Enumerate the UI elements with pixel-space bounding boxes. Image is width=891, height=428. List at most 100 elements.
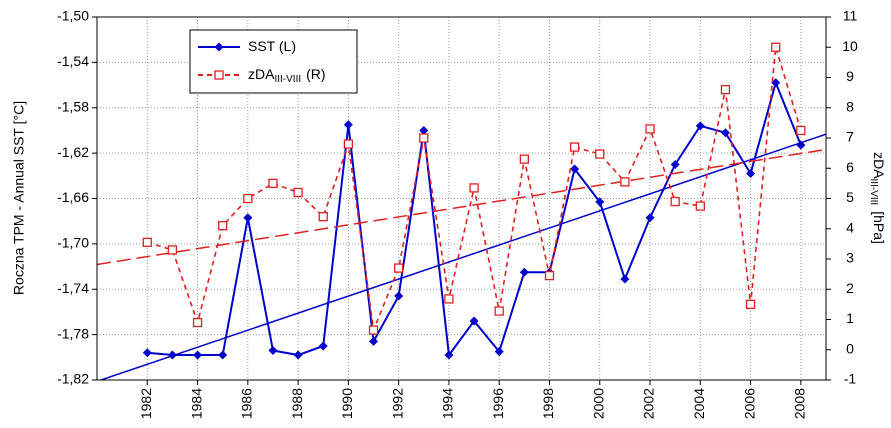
- y-axis-label: Roczna TPM - Annual SST [°C]: [11, 101, 27, 295]
- y2-label-sub: III-VIII: [868, 179, 879, 206]
- point: [494, 306, 504, 316]
- point: [142, 237, 152, 248]
- point: [469, 183, 479, 193]
- point: [343, 139, 354, 149]
- point: [544, 270, 555, 281]
- point: [192, 317, 203, 328]
- point: [796, 125, 806, 136]
- point: [645, 124, 655, 134]
- legend-label: SST (L): [248, 38, 296, 54]
- trend-line: [97, 148, 826, 266]
- y2-tick-label: 6: [846, 159, 854, 175]
- legend-name-sub: III-VIII: [274, 74, 301, 85]
- legend-name: zDA: [248, 66, 275, 82]
- y2-tick-label: 8: [846, 98, 854, 114]
- x-tick-label: 1996: [490, 388, 506, 419]
- point: [142, 348, 152, 358]
- point: [746, 169, 756, 179]
- point: [695, 201, 705, 211]
- x-tick-label: 1986: [239, 388, 255, 419]
- point: [368, 325, 379, 335]
- x-tick-label: 2006: [741, 388, 757, 419]
- point: [720, 128, 730, 138]
- point: [595, 149, 605, 159]
- point: [519, 267, 529, 277]
- x-tick-label: 1988: [289, 388, 305, 419]
- point: [771, 42, 781, 52]
- legend-marker: [214, 42, 224, 52]
- y2-tick-label: 2: [846, 280, 854, 296]
- point: [745, 299, 756, 310]
- y-tick-label: -1,82: [57, 371, 89, 387]
- point: [720, 84, 731, 95]
- point: [519, 154, 529, 164]
- y2-tick-label: 11: [843, 8, 858, 24]
- y2-tick-label: 10: [842, 38, 858, 54]
- point: [218, 221, 228, 231]
- point: [268, 346, 278, 356]
- point: [569, 142, 580, 152]
- y-tick-label: -1,50: [57, 8, 89, 24]
- y2-tick-label: 1: [846, 310, 854, 326]
- point: [318, 341, 328, 351]
- legend-name: SST (L): [248, 38, 296, 54]
- point: [293, 350, 303, 360]
- y-tick-label: -1,66: [57, 189, 89, 205]
- x-tick-label: 1994: [440, 388, 456, 419]
- point: [419, 133, 429, 143]
- point: [570, 164, 580, 174]
- y2-tick-label: -1: [844, 371, 857, 387]
- y2-tick-label: 7: [846, 129, 854, 145]
- y-tick-label: -1,78: [57, 325, 89, 341]
- y2-tick-label: 9: [846, 68, 854, 84]
- legend-label: zDAIII-VIII (R): [248, 66, 326, 85]
- point: [318, 211, 328, 222]
- point: [167, 350, 177, 360]
- y2-label-tail: [hPa]: [871, 211, 887, 244]
- x-tick-label: 1982: [138, 388, 154, 419]
- point: [670, 196, 680, 207]
- point: [369, 336, 379, 346]
- point: [343, 120, 353, 130]
- point: [394, 263, 404, 273]
- x-tick-label: 2002: [641, 388, 657, 419]
- point: [494, 347, 504, 357]
- legend-marker: [214, 70, 224, 80]
- point: [193, 350, 203, 360]
- point: [645, 213, 655, 223]
- x-tick-label: 1984: [188, 388, 204, 419]
- point: [620, 274, 630, 284]
- y-tick-label: -1,62: [57, 144, 89, 160]
- point: [243, 213, 253, 223]
- point: [771, 78, 781, 88]
- point: [218, 350, 228, 360]
- y2-label-main: zDA: [871, 152, 887, 179]
- y2-tick-label: 0: [846, 340, 854, 356]
- point: [670, 159, 680, 169]
- point: [243, 193, 253, 204]
- point: [268, 178, 278, 189]
- x-tick-label: 2000: [590, 388, 606, 419]
- x-tick-label: 1990: [339, 388, 355, 419]
- point: [595, 197, 605, 207]
- point: [695, 121, 705, 131]
- point: [469, 316, 479, 326]
- y-tick-label: -1,74: [57, 280, 89, 296]
- x-tick-label: 1992: [389, 388, 405, 419]
- point: [620, 177, 630, 187]
- y2-tick-label: 4: [846, 219, 854, 235]
- legend-name-tail: (R): [306, 66, 325, 82]
- point: [444, 294, 454, 304]
- x-tick-label: 2004: [691, 388, 707, 419]
- y-tick-label: -1,70: [57, 235, 89, 251]
- plot-frame: [96, 16, 827, 381]
- y2-tick-label: 5: [846, 189, 854, 205]
- x-tick-label: 2008: [792, 388, 808, 419]
- y-tick-label: -1,54: [57, 53, 89, 69]
- y2-axis-label: zDAIII-VIII [hPa]: [868, 152, 887, 244]
- trend-line: [98, 133, 826, 380]
- point: [444, 350, 454, 360]
- point: [394, 291, 404, 301]
- point: [796, 140, 806, 150]
